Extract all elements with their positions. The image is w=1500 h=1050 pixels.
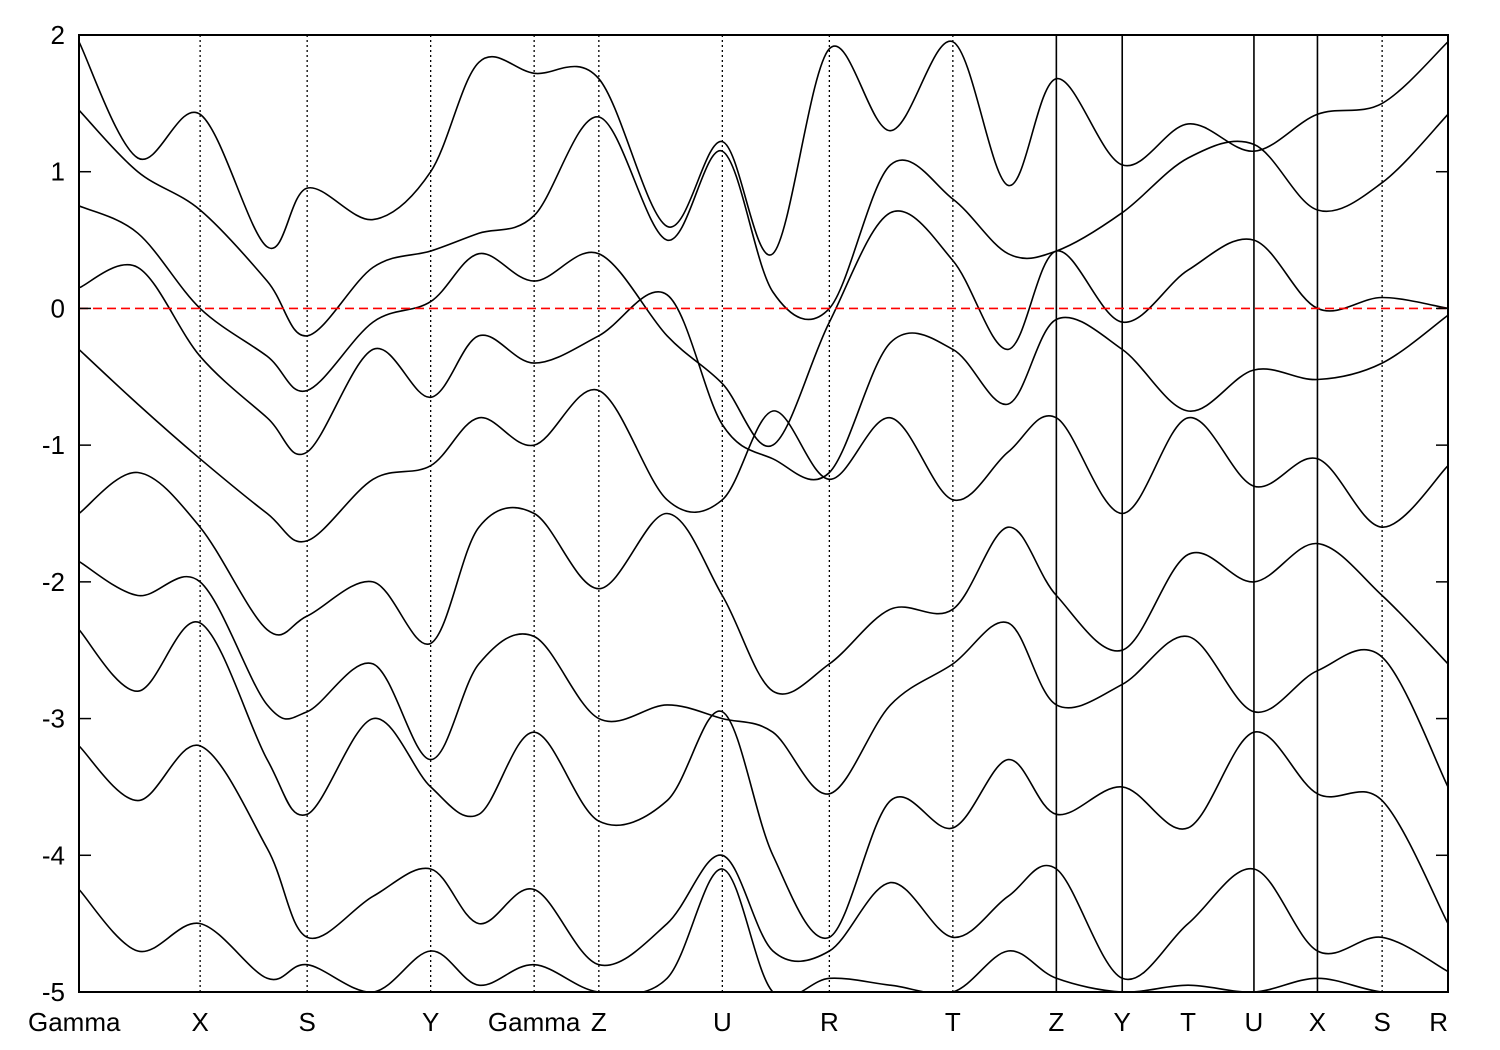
x-tick-label: Gamma xyxy=(488,1007,581,1037)
x-axis: Gamma X S Y Gamma Z U R T Z Y T U X S R xyxy=(28,1007,1448,1037)
x-tick-label: T xyxy=(945,1007,961,1037)
band-line-5 xyxy=(79,471,1448,695)
y-tick-label: 0 xyxy=(51,293,65,323)
band-lines xyxy=(79,40,1448,992)
x-tick-label: S xyxy=(298,1007,315,1037)
x-tick-label: Gamma xyxy=(28,1007,121,1037)
y-tick-label: -4 xyxy=(42,840,65,870)
x-tick-label: U xyxy=(1245,1007,1264,1037)
y-tick-label: -2 xyxy=(42,567,65,597)
plot-frame xyxy=(78,34,1449,993)
y-tick-label: -5 xyxy=(42,977,65,1007)
band-line-0 xyxy=(79,40,1448,256)
y-tick-label: -1 xyxy=(42,430,65,460)
band-line-7 xyxy=(79,621,1448,940)
y-axis: 2 1 0 -1 -2 -3 -4 -5 xyxy=(42,20,1448,1007)
x-tick-label: X xyxy=(191,1007,208,1037)
x-tick-label: Y xyxy=(1114,1007,1131,1037)
x-tick-label: R xyxy=(820,1007,839,1037)
x-tick-label: S xyxy=(1373,1007,1390,1037)
x-tick-label: Z xyxy=(591,1007,607,1037)
band-line-6 xyxy=(79,560,1448,795)
y-tick-label: 2 xyxy=(51,20,65,50)
band-line-1 xyxy=(79,109,1448,337)
band-line-3 xyxy=(79,264,1448,481)
band-line-8 xyxy=(79,744,1448,981)
kpoint-lines xyxy=(199,35,1383,992)
band-line-2 xyxy=(79,205,1448,448)
x-tick-label: R xyxy=(1429,1007,1448,1037)
y-tick-label: 1 xyxy=(51,157,65,187)
y-tick-label: -3 xyxy=(42,704,65,734)
x-tick-label: T xyxy=(1180,1007,1196,1037)
band-line-4 xyxy=(79,348,1448,543)
x-tick-label: X xyxy=(1309,1007,1326,1037)
band-line-9 xyxy=(79,868,1448,992)
x-tick-label: U xyxy=(713,1007,732,1037)
x-tick-label: Z xyxy=(1048,1007,1064,1037)
x-tick-label: Y xyxy=(422,1007,439,1037)
